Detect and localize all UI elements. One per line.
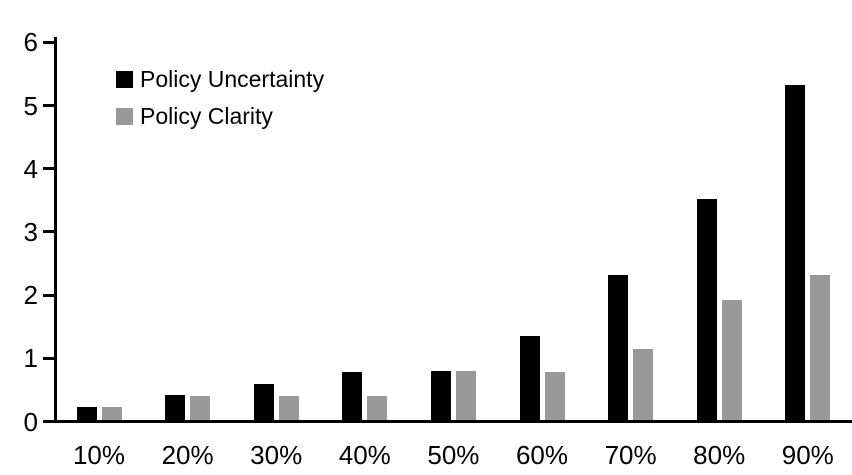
x-category-label: 30% [250,440,303,470]
x-category-label: 70% [604,440,657,470]
bar-policy-uncertainty [519,335,540,420]
bar-policy-clarity [190,395,211,420]
bar-policy-clarity [101,407,122,420]
bar-policy-clarity [455,371,476,420]
bar-policy-clarity [367,395,388,420]
y-tick-label: 3 [23,216,38,247]
y-tick-mark [43,356,55,360]
y-tick-mark [43,40,55,44]
legend-swatch-icon [116,108,133,125]
y-tick-mark [43,167,55,171]
legend-swatch-icon [116,71,133,88]
x-axis-line [54,420,852,423]
legend-item: Policy Uncertainty [116,61,324,98]
bar-policy-clarity [721,299,742,420]
bar-policy-uncertainty [696,198,717,420]
bar-policy-clarity [544,371,565,420]
y-tick-label: 4 [23,153,38,184]
x-category-label: 20% [161,440,214,470]
x-category-label: 90% [781,440,834,470]
bar-policy-uncertainty [76,407,97,420]
bar-policy-uncertainty [608,274,629,420]
y-tick-label: 1 [23,343,38,374]
y-tick-label: 0 [23,406,38,437]
bar-policy-uncertainty [785,85,806,420]
bar-policy-uncertainty [165,394,186,420]
y-tick-mark [43,230,55,234]
y-tick-label: 5 [23,90,38,121]
bar-policy-clarity [633,348,654,420]
x-category-label: 10% [72,440,126,470]
y-tick-mark [43,293,55,297]
y-tick-mark [43,104,55,108]
legend: Policy Uncertainty Policy Clarity [116,61,324,135]
bar-policy-uncertainty [253,383,274,420]
bar-policy-clarity [810,274,831,420]
x-category-label: 60% [515,440,569,470]
y-tick-label: 6 [23,27,38,58]
y-tick-mark [43,420,55,423]
bar-policy-uncertainty [430,370,451,420]
x-category-label: 80% [693,440,746,470]
bar-policy-clarity [278,395,299,420]
y-tick-label: 2 [23,280,38,311]
y-axis-line [54,37,57,423]
legend-item: Policy Clarity [116,98,324,135]
legend-label: Policy Clarity [140,103,273,129]
legend-label: Policy Uncertainty [140,66,325,92]
x-category-label: 50% [427,440,480,470]
bar-policy-uncertainty [342,371,363,420]
x-category-label: 40% [338,440,391,470]
